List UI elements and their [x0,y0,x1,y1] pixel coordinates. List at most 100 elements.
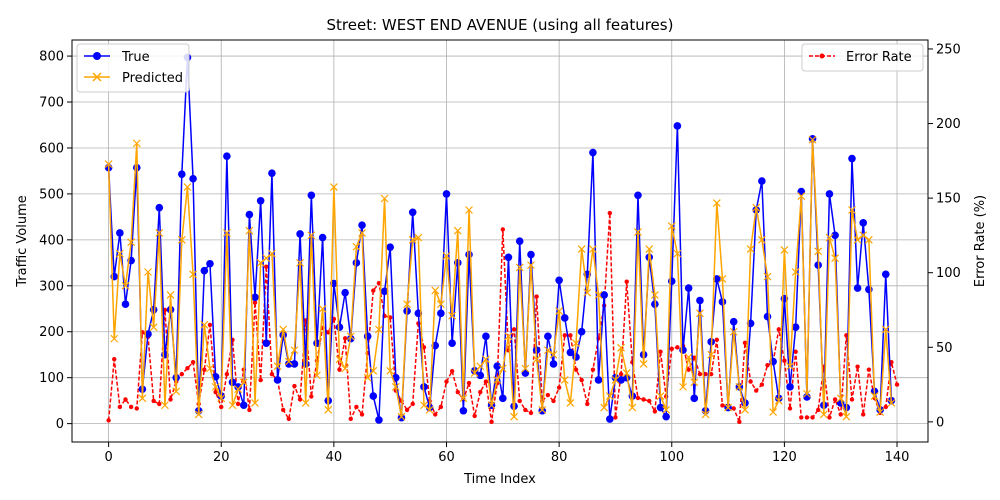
data-point [448,311,457,320]
data-point [754,388,759,393]
data-point [532,355,541,364]
data-point [206,259,214,268]
data-point [200,320,209,329]
data-point [127,238,136,247]
data-point [808,135,817,144]
legend-left: True Predicted [76,43,190,93]
data-point [579,377,584,383]
data-point [707,350,716,359]
data-point [177,235,186,244]
data-point [510,412,519,421]
data-point [562,333,567,338]
x-tick-label: 40 [326,450,343,465]
data-point [247,407,252,413]
data-point [572,353,580,361]
data-point [684,284,693,292]
data-point [667,277,676,286]
predicted-series [104,135,896,421]
data-point [498,364,507,373]
data-point [138,394,147,403]
data-point [290,346,299,355]
data-point [403,300,412,309]
data-point [527,250,535,259]
data-point [493,376,502,384]
y-axis-title: Traffic Volume [15,195,30,288]
data-point [346,332,355,341]
data-point [449,368,455,374]
data-point [802,389,811,398]
data-point [470,369,479,378]
data-point [534,294,539,299]
data-point [713,275,721,283]
data-point [472,413,477,419]
data-point [222,229,231,237]
data-point [776,327,781,332]
data-point [555,276,563,285]
data-point [647,398,652,404]
data-point [104,160,113,168]
data-point [759,382,765,387]
data-point [391,382,400,391]
y-axis-right: 0 50 100 150 200 250 [928,42,961,430]
data-point [825,190,834,198]
data-point [296,230,304,238]
x-tick-label: 20 [213,450,230,465]
data-point [329,183,338,191]
data-point [285,360,293,368]
data-point [324,405,333,414]
data-point [224,371,230,377]
data-point [189,174,197,183]
data-point [436,300,445,309]
data-point [838,412,843,417]
data-point [883,404,888,410]
data-point [301,360,310,368]
y-tick-label: 0 [56,417,64,432]
legend-predicted-label: Predicted [122,71,183,86]
data-point [363,332,372,341]
data-point [859,219,868,227]
data-point [607,210,613,216]
data-point [842,412,851,421]
data-point [262,254,271,263]
data-point [729,317,738,326]
data-point [686,367,691,372]
data-point [217,394,226,403]
data-point [179,371,185,377]
data-point [645,245,654,253]
data-point [769,408,778,417]
data-point [348,416,353,422]
data-point [881,270,890,279]
plot-frame [71,39,929,443]
data-point [673,122,682,130]
data-point [166,291,175,299]
data-point [504,332,513,341]
data-point [267,249,276,258]
data-point [572,339,580,348]
data-point [286,416,292,422]
data-point [551,398,556,404]
data-point [538,405,547,414]
data-point [787,406,793,411]
legend-predicted-marker [92,72,102,82]
data-point [652,409,658,414]
data-point [791,268,800,276]
data-point [459,394,468,403]
data-point [560,376,569,384]
data-point [397,413,406,422]
data-point [123,397,128,402]
data-point [335,323,344,331]
data-point [825,233,834,242]
data-point [628,403,637,412]
legend-right: Error Rate [801,43,924,72]
data-point [718,274,727,283]
data-point [318,304,327,313]
data-point [206,364,214,373]
data-point [605,392,614,400]
data-point [791,323,800,331]
data-point [487,401,496,410]
data-point [483,379,489,384]
y2-tick-label: 250 [936,42,961,57]
data-point [511,327,517,332]
data-point [757,235,766,244]
data-point [256,258,265,267]
